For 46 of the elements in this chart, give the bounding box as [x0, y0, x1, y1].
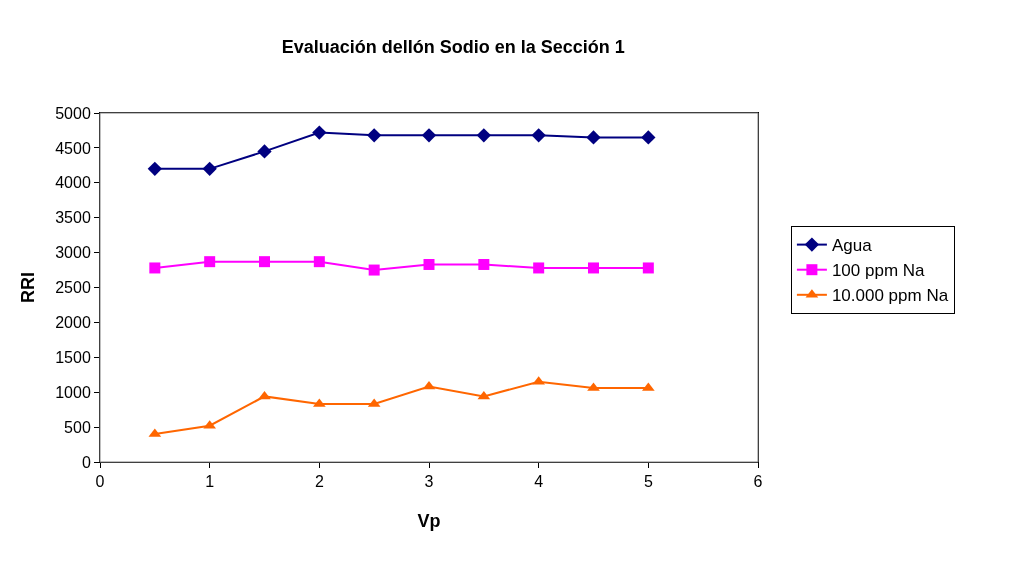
legend-label: 10.000 ppm Na: [831, 286, 949, 306]
point: [533, 262, 545, 274]
y-tick-label: 1500: [55, 348, 91, 366]
point: [312, 125, 327, 140]
point: [149, 262, 161, 274]
x-tick-label: 1: [205, 473, 215, 491]
y-tick-label: 4000: [55, 174, 91, 192]
y-tick-label: 0: [81, 453, 91, 471]
x-tick-label: 0: [95, 473, 105, 491]
point: [642, 262, 654, 274]
x-tick-label: 6: [753, 473, 763, 491]
y-tick-label: 4500: [55, 139, 91, 157]
y-tick-label: 5000: [55, 104, 91, 122]
legend-label: Agua: [831, 236, 873, 256]
point: [477, 390, 491, 400]
x-tick-label: 3: [424, 473, 434, 491]
legend-label: 100 ppm Na: [831, 261, 926, 281]
y-tick-label: 2000: [55, 314, 91, 331]
point: [423, 258, 435, 270]
x-tick-label: 2: [314, 473, 324, 491]
point: [586, 130, 601, 145]
chart-title: Evaluación delIón Sodio en la Sección 1: [281, 36, 625, 57]
point: [478, 258, 490, 270]
y-tick-label: 2500: [55, 279, 91, 297]
x-tick-label: 5: [643, 473, 653, 491]
x-axis-title: Vp: [417, 511, 441, 532]
point: [313, 256, 325, 268]
y-tick-label: 1000: [55, 383, 91, 401]
point: [259, 256, 270, 268]
point: [202, 161, 217, 176]
y-tick-label: 500: [64, 418, 91, 436]
point: [258, 390, 271, 400]
point: [367, 128, 382, 143]
point: [641, 130, 656, 145]
point: [204, 256, 216, 268]
point: [147, 161, 162, 176]
point: [588, 262, 599, 274]
y-tick-label: 3000: [55, 244, 91, 262]
point: [257, 144, 272, 159]
point: [421, 128, 437, 143]
point: [476, 128, 491, 143]
y-tick-label: 3500: [55, 209, 91, 227]
x-tick-label: 4: [534, 473, 544, 491]
point: [531, 128, 546, 143]
y-axis-title: RRI: [18, 272, 39, 303]
point: [368, 264, 380, 276]
